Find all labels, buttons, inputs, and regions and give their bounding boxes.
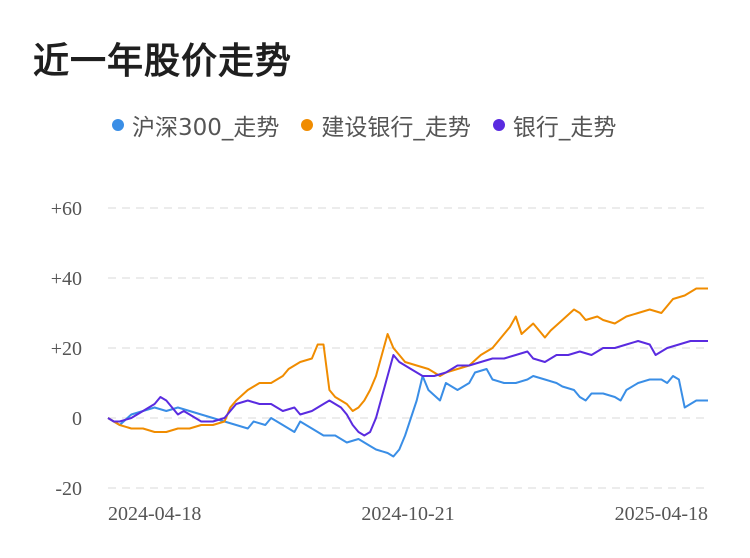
- legend-label-ccb: 建设银行_走势: [321, 115, 471, 141]
- legend: 沪深300_走势 建设银行_走势 银行_走势: [112, 108, 616, 142]
- y-tick-label: 0: [72, 408, 82, 430]
- series-line-2: [107, 340, 708, 437]
- legend-dot-bank: [492, 119, 505, 131]
- legend-label-bank: 银行_走势: [512, 115, 617, 141]
- legend-dot-hs300: [112, 119, 124, 131]
- y-tick-label: +60: [51, 198, 82, 220]
- series-line-1: [107, 287, 708, 433]
- y-tick-label: +40: [51, 268, 82, 290]
- legend-item-ccb[interactable]: 建设银行_走势: [301, 108, 471, 142]
- legend-item-bank[interactable]: 银行_走势: [492, 108, 617, 142]
- series-line-0: [107, 368, 708, 458]
- y-tick-label: +20: [51, 338, 82, 360]
- legend-dot-ccb: [301, 119, 314, 131]
- legend-item-hs300[interactable]: 沪深300_走势: [112, 108, 279, 142]
- x-tick-label: 2024-04-18: [108, 503, 201, 525]
- x-tick-label: 2024-10-21: [361, 503, 454, 525]
- x-tick-label: 2025-04-18: [615, 503, 708, 525]
- y-tick-label: -20: [55, 478, 82, 500]
- chart-title: 近一年股价走势: [33, 41, 293, 82]
- legend-label-hs300: 沪深300_走势: [132, 115, 280, 141]
